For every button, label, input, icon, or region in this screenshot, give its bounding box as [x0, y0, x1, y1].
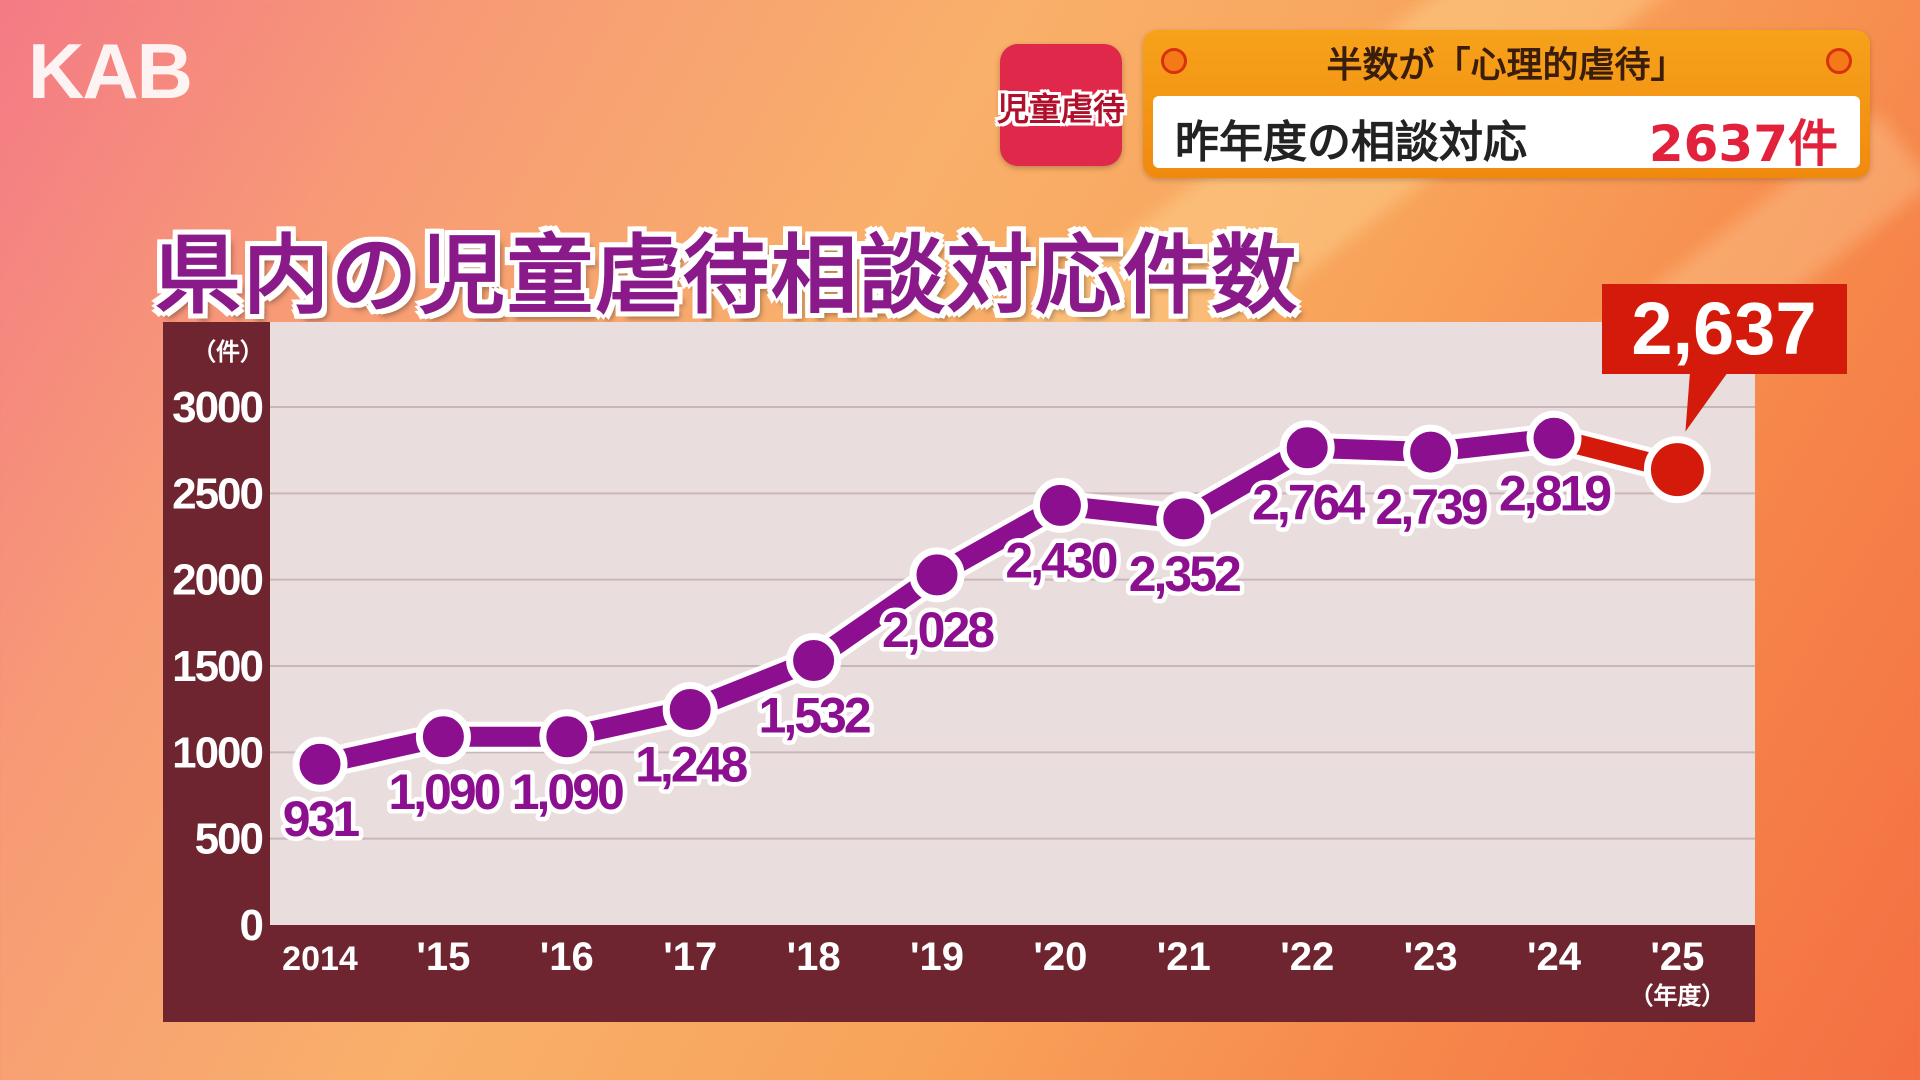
data-point: [1156, 491, 1212, 547]
x-tick-label: '25: [1650, 935, 1704, 979]
data-label: 1,532: [759, 687, 870, 743]
topic-badge: 児童虐待: [997, 44, 1125, 166]
headline-dot-right: [1826, 48, 1852, 74]
headline-subtitle: 半数が「心理的虐待」: [1326, 45, 1687, 86]
y-tick-label: 0: [240, 901, 263, 950]
headline-main: 昨年度の相談対応 2637件: [1153, 96, 1860, 173]
channel-logo: KAB: [28, 27, 193, 115]
data-label: 1,090: [388, 764, 499, 820]
y-tick-label: 3000: [172, 383, 262, 432]
data-point: [1526, 410, 1582, 466]
x-tick-label: '22: [1280, 935, 1334, 979]
highlight-callout-pointer: [1685, 372, 1728, 432]
x-tick-label: 2014: [282, 940, 358, 978]
y-tick-label: 1500: [172, 642, 262, 691]
data-label: 1,248: [635, 737, 747, 793]
data-point: [539, 709, 595, 765]
x-tick-label: '21: [1157, 935, 1211, 979]
x-tick-label: '23: [1404, 935, 1458, 979]
x-tick-label: '18: [787, 935, 841, 979]
x-axis-unit: （年度）: [1629, 982, 1725, 1010]
data-label: 2,819: [1499, 465, 1610, 521]
headline-value: 2637件: [1648, 115, 1838, 173]
data-point: [1032, 477, 1088, 533]
x-tick-label: '24: [1527, 935, 1582, 979]
data-label: 2,764: [1252, 475, 1365, 531]
data-point: [292, 736, 348, 792]
highlight-callout-box: [1602, 284, 1847, 374]
y-tick-label: 2000: [172, 556, 262, 605]
highlight-callout-label: 2,637: [1631, 287, 1816, 370]
data-point: [415, 709, 471, 765]
data-label: 2,430: [1005, 532, 1116, 588]
data-point: [909, 547, 965, 603]
data-label: 2,028: [882, 602, 994, 658]
headline-box: 半数が「心理的虐待」 昨年度の相談対応 2637件: [1143, 30, 1870, 178]
data-point: [1279, 420, 1335, 476]
x-tick-label: '19: [910, 935, 964, 979]
chart-title: 県内の児童虐待相談対応件数: [155, 226, 1299, 326]
x-tick-label: '20: [1033, 935, 1087, 979]
data-point: [662, 682, 718, 738]
headline-dot-left: [1161, 48, 1187, 74]
y-tick-label: 1000: [172, 728, 262, 777]
x-tick-label: '17: [663, 935, 717, 979]
topic-badge-label: 児童虐待: [996, 90, 1125, 128]
data-label: 1,090: [512, 764, 623, 820]
y-axis-unit: （件）: [192, 338, 264, 366]
highlight-point: [1643, 436, 1711, 504]
data-label: 931: [283, 791, 360, 847]
y-tick-label: 2500: [172, 469, 262, 518]
data-point: [786, 632, 842, 688]
data-point: [1403, 424, 1459, 480]
data-label: 2,352: [1129, 546, 1240, 602]
x-tick-label: '16: [540, 935, 594, 979]
x-tick-label: '15: [416, 935, 470, 979]
headline-label: 昨年度の相談対応: [1175, 117, 1527, 168]
data-label: 2,739: [1376, 479, 1487, 535]
plot-area: [270, 322, 1755, 925]
y-tick-label: 500: [195, 815, 263, 864]
